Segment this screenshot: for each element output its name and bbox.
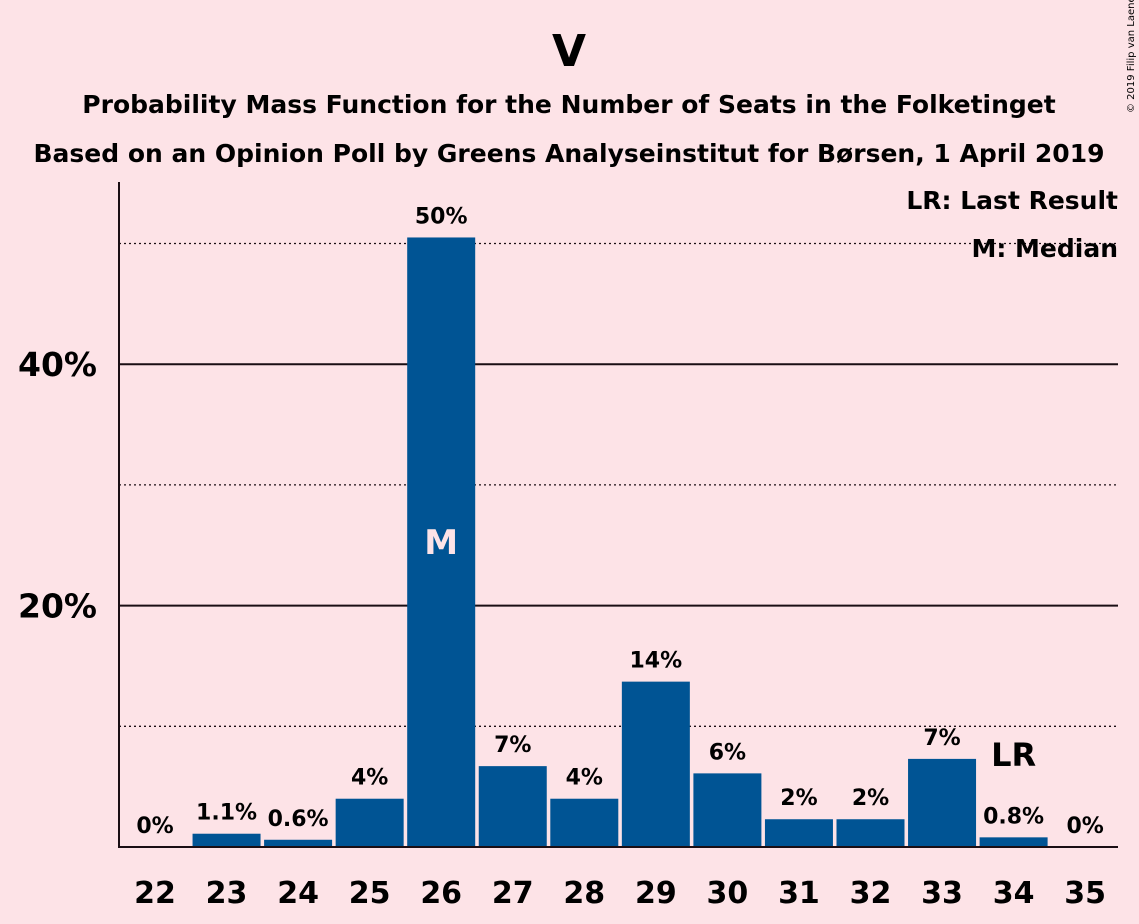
x-tick-label-25: 25 [349,876,391,911]
bar-31 [764,819,833,847]
x-tick-label-26: 26 [420,876,462,911]
data-label-30: 6% [709,740,746,765]
x-tick-label-35: 35 [1064,876,1106,911]
x-tick-label-32: 32 [850,876,892,911]
x-tick-label-33: 33 [921,876,963,911]
data-label-22: 0% [136,814,173,839]
bar-32 [836,819,905,847]
bars [192,237,1048,848]
data-labels: 0% 1.1% 0.6% 4% 50% M 7% 4% 14% 6% 2% 2% 7% 0.8% LR 0% [136,204,1104,839]
data-label-29: 14% [630,649,683,674]
bar-24 [264,839,333,847]
data-label-28: 4% [566,766,603,791]
bar-34 [979,837,1048,847]
chart-subtitle-2: Based on an Opinion Poll by Greens Analy… [33,139,1104,168]
y-tick-label: 20% [18,587,97,626]
x-tick-label-24: 24 [277,876,319,911]
copyright-notice: © 2019 Filip van Laenen [1126,0,1137,113]
bar-26 [407,237,476,848]
x-tick-label-34: 34 [993,876,1035,911]
legend-last-result: LR: Last Result [906,186,1118,215]
gridlines [119,242,1118,727]
y-axis-ticks: 20% 40% [18,345,97,625]
bar-29 [621,681,690,847]
x-tick-label-27: 27 [492,876,534,911]
bar-33 [908,758,977,847]
bar-27 [478,766,547,847]
median-marker: M [424,523,458,563]
chart-title: V [552,26,586,77]
y-tick-label: 40% [18,345,97,384]
x-tick-label-30: 30 [707,876,749,911]
data-label-31: 2% [780,786,817,811]
x-tick-label-28: 28 [563,876,605,911]
x-tick-label-22: 22 [134,876,176,911]
chart-subtitle: Probability Mass Function for the Number… [82,90,1055,119]
bar-25 [335,798,404,847]
data-label-33: 7% [923,726,960,751]
bar-28 [550,798,619,847]
last-result-marker: LR [991,736,1036,774]
data-label-23: 1.1% [196,801,257,826]
x-tick-label-29: 29 [635,876,677,911]
legend-median: M: Median [971,234,1118,263]
data-label-32: 2% [852,786,889,811]
x-tick-label-31: 31 [778,876,820,911]
data-label-26: 50% [415,204,468,229]
data-label-27: 7% [494,733,531,758]
data-label-35: 0% [1066,814,1103,839]
bar-30 [693,773,762,847]
data-label-24: 0.6% [268,807,329,832]
x-axis-ticks: 22 23 24 25 26 27 28 29 30 31 32 33 34 35 [134,876,1106,911]
data-label-34: 0.8% [983,804,1044,829]
data-label-25: 4% [351,766,388,791]
bar-23 [192,833,261,847]
x-tick-label-23: 23 [206,876,248,911]
